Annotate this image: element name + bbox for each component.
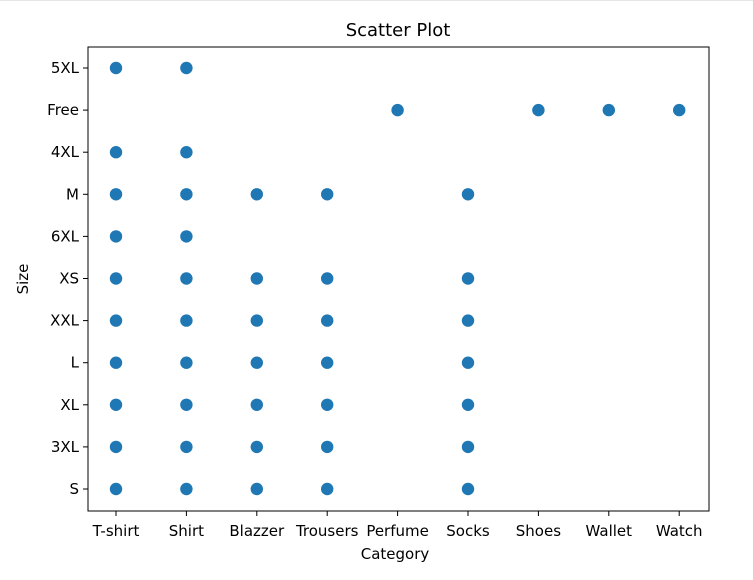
- y-tick-label: XXL: [50, 312, 80, 330]
- data-point: [321, 398, 334, 411]
- y-tick-label: 6XL: [51, 227, 80, 245]
- data-point: [109, 356, 123, 369]
- data-point: [180, 272, 193, 285]
- y-tick-label: S: [69, 480, 79, 498]
- chart-title: Scatter Plot: [346, 20, 451, 41]
- data-point: [461, 272, 475, 285]
- data-point: [321, 440, 334, 454]
- data-points: [109, 61, 686, 496]
- data-point: [109, 146, 123, 159]
- x-tick-label: Socks: [446, 522, 490, 540]
- data-point: [461, 314, 475, 327]
- data-point: [109, 482, 123, 496]
- top-border: [0, 0, 753, 1]
- x-tick-label: Shoes: [516, 522, 561, 540]
- data-point: [321, 272, 334, 285]
- x-axis: T-shirt Shirt Blazzer Trousers Perfume Socks S…: [92, 511, 703, 540]
- data-point: [461, 188, 475, 201]
- data-point: [532, 103, 545, 117]
- y-tick-label: XL: [60, 396, 79, 414]
- data-point: [461, 356, 475, 369]
- data-point: [250, 314, 263, 327]
- data-point: [109, 272, 123, 285]
- data-point: [180, 146, 193, 159]
- data-point: [180, 482, 193, 496]
- y-axis-label: Size: [14, 264, 32, 295]
- data-point: [321, 188, 334, 201]
- x-tick-label: Perfume: [366, 522, 429, 540]
- data-point: [673, 103, 686, 117]
- y-tick-label: Free: [47, 101, 79, 119]
- x-axis-label: Category: [361, 545, 430, 563]
- data-point: [109, 314, 123, 327]
- data-point: [321, 482, 334, 496]
- data-point: [250, 356, 263, 369]
- x-tick-label: Shirt: [169, 522, 204, 540]
- data-point: [461, 482, 475, 496]
- data-point: [391, 103, 404, 117]
- data-point: [180, 314, 193, 327]
- data-point: [180, 440, 193, 454]
- data-point: [180, 398, 193, 411]
- data-point: [321, 356, 334, 369]
- y-tick-label: 4XL: [51, 143, 80, 161]
- data-point: [321, 314, 334, 327]
- y-tick-label: 3XL: [51, 438, 80, 456]
- x-tick-label: Wallet: [586, 522, 633, 540]
- data-point: [109, 398, 123, 411]
- y-tick-label: XS: [59, 270, 79, 288]
- data-point: [180, 188, 193, 201]
- data-point: [602, 103, 615, 117]
- data-point: [250, 398, 263, 411]
- data-point: [250, 440, 263, 454]
- data-point: [180, 356, 193, 369]
- y-tick-label: 5XL: [51, 59, 80, 77]
- data-point: [461, 398, 475, 411]
- data-point: [109, 230, 123, 243]
- data-point: [180, 61, 193, 75]
- y-tick-label: L: [71, 354, 80, 372]
- data-point: [250, 272, 263, 285]
- data-point: [250, 188, 263, 201]
- data-point: [109, 188, 123, 201]
- x-tick-label: Trousers: [295, 522, 359, 540]
- data-point: [109, 440, 123, 454]
- y-axis: S 3XL XL L XXL XS 6XL M 4XL Free 5XL: [47, 59, 88, 498]
- data-point: [109, 61, 123, 75]
- x-tick-label: Watch: [656, 522, 703, 540]
- x-tick-label: T-shirt: [92, 522, 140, 540]
- y-tick-label: M: [66, 185, 79, 203]
- data-point: [180, 230, 193, 243]
- x-tick-label: Blazzer: [229, 522, 285, 540]
- data-point: [250, 482, 263, 496]
- data-point: [461, 440, 475, 454]
